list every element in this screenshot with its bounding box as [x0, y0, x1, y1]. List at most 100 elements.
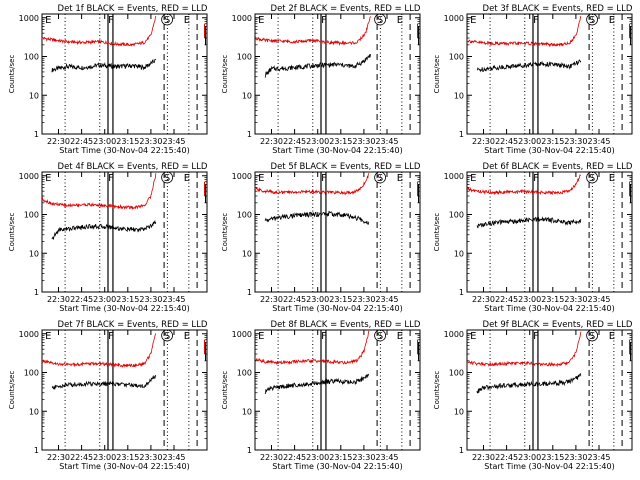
x-tick-label: 23:00	[93, 137, 116, 146]
y-axis-label: Counts/sec	[433, 213, 441, 252]
events-series-line	[476, 216, 582, 229]
events-series-line	[264, 210, 370, 225]
y-tick-label: 1	[459, 288, 464, 297]
event-marker-label: F	[533, 331, 539, 342]
panel-7: Det 7f BLACK = Events, RED = LLD 1 10 100 10…	[8, 320, 208, 471]
y-axis-label: Counts/sec	[8, 371, 16, 410]
x-tick-label: 23:00	[518, 453, 541, 462]
event-marker-label: E	[470, 15, 476, 26]
y-tick-label: 1000	[19, 14, 39, 23]
y-tick-label: 1000	[444, 172, 464, 181]
y-tick-label: 10	[454, 91, 464, 100]
plot-frame	[41, 329, 208, 451]
event-marker-label: S	[164, 15, 170, 26]
y-tick-label: 10	[29, 91, 39, 100]
panel-3: Det 3f BLACK = Events, RED = LLD 1 10 100 10…	[433, 4, 633, 155]
x-tick-label: 23:30	[352, 137, 375, 146]
event-marker-label: E	[397, 331, 403, 342]
y-tick-label: 100	[24, 53, 39, 62]
x-tick-label: 22:45	[495, 137, 518, 146]
y-tick-label: 1	[34, 446, 39, 455]
event-marker-label: E	[258, 173, 264, 184]
plot-frame	[41, 171, 208, 293]
x-tick-label: 23:45	[375, 453, 398, 462]
y-tick-label: 1	[34, 288, 39, 297]
panel-2: Det 2f BLACK = Events, RED = LLD 1 10 100 10…	[221, 4, 421, 155]
lld-series-line	[467, 174, 582, 196]
x-tick-label: 22:45	[70, 453, 93, 462]
panel-title: Det 4f BLACK = Events, RED = LLD	[58, 162, 208, 172]
lld-series-line	[42, 15, 157, 47]
event-marker-circle	[161, 171, 174, 184]
y-tick-label: 10	[242, 249, 252, 258]
event-marker-label: F	[108, 173, 114, 184]
x-tick-label: 23:15	[541, 453, 564, 462]
event-marker-label: F	[321, 331, 327, 342]
panel-title: Det 3f BLACK = Events, RED = LLD	[483, 4, 633, 14]
events-series-line	[476, 59, 582, 73]
y-tick-label: 10	[242, 407, 252, 416]
events-series-line	[264, 373, 370, 395]
panel-title: Det 5f BLACK = Events, RED = LLD	[271, 162, 421, 172]
panel-9: Det 9f BLACK = Events, RED = LLD 1 10 100 10…	[433, 320, 633, 471]
event-marker-label: E	[45, 331, 51, 342]
plot-frame	[254, 13, 421, 135]
events-series-line	[51, 58, 157, 73]
x-tick-label: 23:00	[306, 453, 329, 462]
panel-4: Det 4f BLACK = Events, RED = LLD 1 10 100 10…	[8, 162, 208, 313]
x-tick-label: 23:45	[587, 295, 610, 304]
x-tick-label: 23:30	[564, 137, 587, 146]
lld-series-line	[467, 15, 582, 48]
lld-series-line	[255, 16, 371, 46]
x-tick-label: 23:30	[139, 137, 162, 146]
y-tick-label: 1000	[19, 330, 39, 339]
event-marker-circle	[586, 13, 598, 26]
y-tick-label: 1	[247, 446, 252, 455]
panel-8: Det 8f BLACK = Events, RED = LLD 1 10 100 10…	[221, 320, 421, 471]
y-tick-label: 1	[459, 130, 464, 139]
x-tick-label: 23:45	[162, 295, 185, 304]
y-tick-label: 10	[29, 249, 39, 258]
x-tick-label: 23:15	[329, 453, 352, 462]
event-marker-label: S	[589, 173, 595, 184]
event-marker-label: F	[533, 173, 539, 184]
lld-series-line	[42, 173, 157, 210]
panel-title: Det 2f BLACK = Events, RED = LLD	[271, 4, 421, 14]
lld-series-line	[467, 331, 582, 368]
y-tick-label: 100	[24, 211, 39, 220]
x-tick-label: 23:45	[375, 137, 398, 146]
x-tick-label: 22:30	[47, 137, 70, 146]
x-tick-label: 23:45	[375, 295, 398, 304]
y-axis-label: Counts/sec	[8, 213, 16, 252]
events-series-line	[51, 374, 157, 390]
y-tick-label: 1000	[444, 14, 464, 23]
event-marker-label: E	[45, 173, 51, 184]
event-marker-label: F	[533, 15, 539, 26]
x-tick-label: 23:00	[93, 295, 116, 304]
events-series-line	[476, 372, 582, 394]
x-tick-label: 22:30	[260, 137, 283, 146]
y-tick-label: 1000	[19, 172, 39, 181]
y-axis-label: Counts/sec	[433, 55, 441, 94]
x-tick-label: 22:30	[47, 295, 70, 304]
x-tick-label: 23:30	[352, 295, 375, 304]
x-tick-label: 22:30	[472, 453, 495, 462]
event-marker-label: E	[45, 15, 51, 26]
y-tick-label: 10	[29, 407, 39, 416]
y-tick-label: 100	[449, 53, 464, 62]
x-axis-label: Start Time (30-Nov-04 22:15:40)	[59, 146, 189, 155]
x-tick-label: 23:30	[139, 295, 162, 304]
event-marker-label: E	[397, 173, 403, 184]
y-tick-label: 100	[24, 369, 39, 378]
event-marker-label: E	[470, 331, 476, 342]
y-axis-label: Counts/sec	[221, 213, 229, 252]
event-marker-circle	[374, 13, 387, 26]
y-tick-label: 1000	[232, 14, 252, 23]
x-tick-label: 23:00	[306, 137, 329, 146]
event-marker-label: E	[184, 331, 190, 342]
y-tick-label: 100	[449, 369, 464, 378]
event-marker-label: S	[377, 173, 383, 184]
x-tick-label: 23:00	[93, 453, 116, 462]
event-marker-label: F	[321, 173, 327, 184]
